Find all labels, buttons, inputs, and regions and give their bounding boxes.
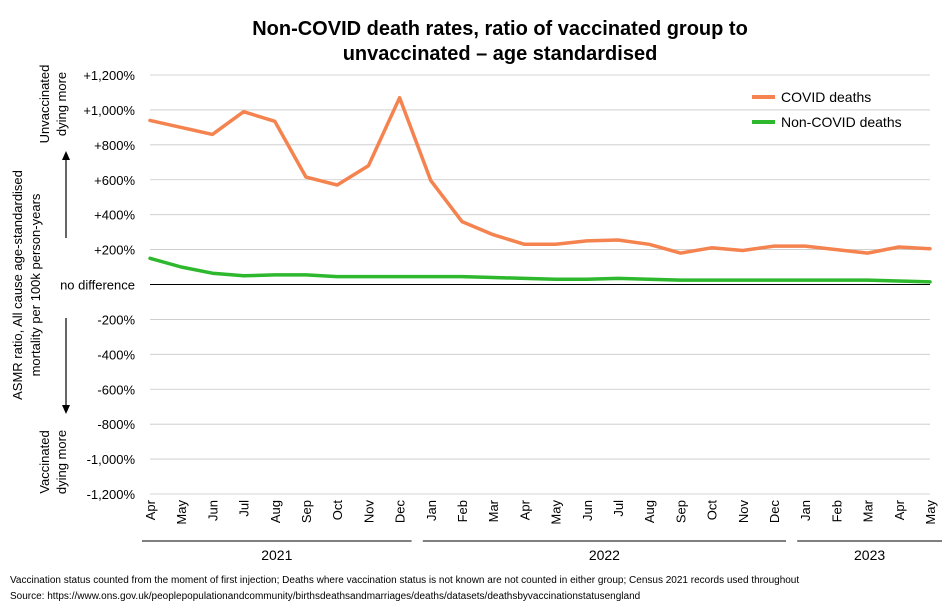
y-axis-label: ASMR ratio, All cause age-standardised m… — [10, 170, 43, 400]
y-tick-label: +200% — [94, 243, 135, 258]
y-tick-label: no difference — [60, 278, 135, 293]
footnote-vaccination-status: Vaccination status counted from the mome… — [10, 575, 800, 586]
direction-annotations: Unvaccinated dying more Vaccinated dying… — [37, 65, 70, 494]
y-tick-label: +600% — [94, 173, 135, 188]
y-tick-label: -200% — [97, 312, 135, 327]
x-tick-label: Sep — [673, 500, 688, 523]
x-tick-label: Jun — [580, 500, 595, 521]
y-tick-labels: +1,200% +1,000% +800% +600% +400% +200% no dif… — [60, 68, 135, 502]
y-tick-label: -1,000% — [87, 452, 136, 467]
y-tick-label: -800% — [97, 417, 135, 432]
x-tick-label: Oct — [330, 500, 345, 521]
x-tick-label: Apr — [517, 499, 532, 520]
x-tick-label: Mar — [486, 499, 501, 522]
x-tick-label: Aug — [268, 500, 283, 523]
x-tick-label: Sep — [299, 500, 314, 523]
legend-label: COVID deaths — [781, 89, 871, 105]
x-tick-label: May — [549, 500, 564, 525]
y-tick-label: +800% — [94, 138, 135, 153]
series-lines — [148, 95, 932, 284]
legend: COVID deaths Non-COVID deaths — [752, 89, 902, 130]
x-tick-labels: Apr May Jun Jul Aug Sep Oct Nov Dec Jan Feb Mar Apr M… — [143, 499, 938, 524]
x-tick-label: Apr — [892, 499, 907, 520]
x-tick-label: Apr — [143, 499, 158, 520]
x-tick-label: Jun — [205, 500, 220, 521]
chart-title: Non-COVID death rates, ratio of vaccinat… — [150, 17, 850, 67]
year-groups: 2021 2022 2023 — [142, 540, 942, 563]
chart-title-line-1: Non-COVID death rates, ratio of vaccinat… — [252, 18, 748, 40]
x-tick-label: Feb — [455, 500, 470, 522]
year-label: 2023 — [854, 547, 885, 563]
series-line-non-covid — [148, 256, 932, 284]
x-tick-label: May — [923, 500, 938, 525]
x-tick-label: Aug — [642, 500, 657, 523]
y-tick-label: -400% — [97, 347, 135, 362]
x-tick-label: Oct — [705, 500, 720, 521]
year-label: 2021 — [261, 547, 292, 563]
gridlines — [150, 74, 930, 495]
y-tick-label: +1,200% — [83, 68, 135, 83]
y-tick-label: +400% — [94, 208, 135, 223]
x-tick-label: Mar — [861, 499, 876, 522]
x-tick-label: Jan — [798, 500, 813, 521]
y-tick-label: +1,000% — [83, 103, 135, 118]
upper-annotation-line-1: Unvaccinated — [37, 65, 52, 144]
x-tick-label: Dec — [393, 500, 408, 524]
x-tick-label: Jul — [611, 500, 626, 517]
x-tick-label: Jul — [237, 500, 252, 517]
y-axis-label-line-2: mortality per 100k person-years — [28, 193, 43, 376]
x-tick-label: Nov — [736, 500, 751, 524]
x-tick-label: May — [174, 500, 189, 525]
x-tick-label: Nov — [361, 500, 376, 524]
series-line-covid — [148, 95, 932, 255]
y-tick-label: -600% — [97, 382, 135, 397]
lower-annotation-line-2: dying more — [54, 430, 69, 494]
up-arrow-icon — [62, 151, 70, 160]
y-axis-label-line-1: ASMR ratio, All cause age-standardised — [10, 170, 25, 400]
x-tick-label: Feb — [829, 500, 844, 522]
year-label: 2022 — [589, 547, 620, 563]
lower-annotation-line-1: Vaccinated — [37, 430, 52, 493]
footnote-source: Source: https://www.ons.gov.uk/peoplepop… — [10, 591, 641, 602]
chart-title-line-2: unvaccinated – age standardised — [342, 43, 658, 65]
legend-label: Non-COVID deaths — [781, 114, 902, 130]
x-tick-label: Dec — [767, 500, 782, 524]
down-arrow-icon — [62, 405, 70, 414]
y-tick-label: -1,200% — [87, 487, 136, 502]
x-tick-label: Jan — [424, 500, 439, 521]
upper-annotation-line-2: dying more — [54, 72, 69, 136]
